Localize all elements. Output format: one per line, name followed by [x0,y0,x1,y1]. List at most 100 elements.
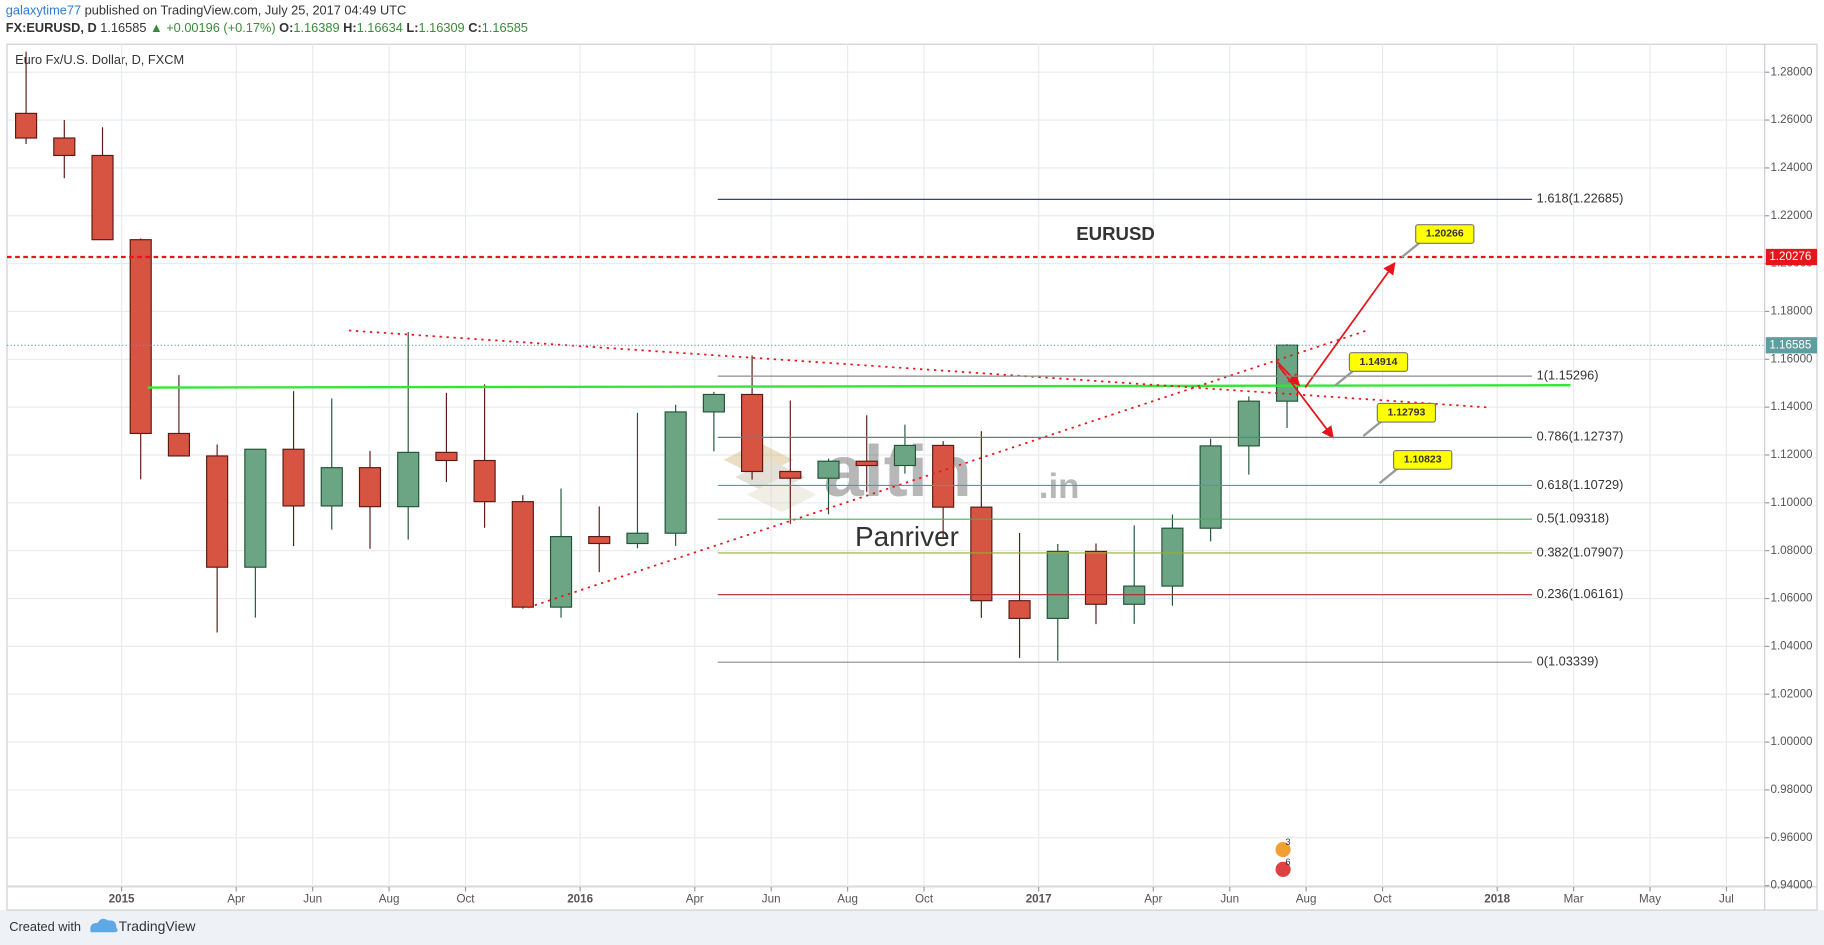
candle-body [626,532,649,545]
x-tick-label: Jun [303,893,322,906]
footer-brand: TradingView [119,918,197,934]
event-icon [1274,840,1292,859]
y-tick-label: 0.98000 [1770,783,1813,796]
callout-label: 1.10823 [1404,455,1442,466]
chart-title: EURUSD [1076,223,1155,244]
ohlc-key: O: [279,20,293,35]
plot [14,51,1299,661]
event-count: 3 [1285,837,1290,847]
x-tick-label: Aug [379,893,400,906]
author: galaxytime77 [6,3,81,18]
x-tick-label: 2015 [109,893,135,906]
x-tick-label: Aug [837,893,858,906]
x-tick-label: Jul [1719,893,1734,906]
arrow [1277,364,1334,439]
y-tick-label: 1.12000 [1770,448,1813,461]
candle-body [779,470,802,479]
callout-pointer [1362,419,1383,437]
candle-body [1161,527,1184,587]
change: ▲ +0.00196 (+0.17%) [150,20,276,35]
y-tick-label: 1.00000 [1770,735,1813,748]
y-tick-label: 0.96000 [1770,831,1813,844]
footer-bg [0,910,1824,945]
y-tick-label: 1.06000 [1770,592,1813,605]
fib-label: 0.236(1.06161) [1537,586,1624,601]
x-tick-label: Oct [915,893,934,906]
ohlc-value: 1.16585 [482,20,528,35]
fib-label: 1.618(1.22685) [1537,191,1624,206]
y-tick-label: 0.94000 [1770,879,1813,892]
trendline [527,329,1368,609]
x-tick-label: Mar [1564,893,1584,906]
candle-body [1008,600,1031,619]
candle-body [129,239,152,435]
ohlc-value: 1.16309 [418,20,464,35]
candle-body [14,112,38,139]
candle-body [817,460,840,479]
callout-box [1393,449,1453,470]
candle-body [282,448,305,507]
ohlc-key: C: [468,20,481,35]
header-line-1: galaxytime77 published on TradingView.co… [6,3,406,18]
watermark-suffix: .in [1039,467,1080,506]
published: published on TradingView.com, July 25, 2… [85,3,407,18]
candle-body [702,393,725,413]
candle-body [588,535,611,545]
event-count: 6 [1285,857,1290,867]
y-tick-label: 1.10000 [1770,496,1813,509]
y-tick-label: 1.24000 [1770,161,1813,174]
callout-box [1348,352,1409,372]
x-tick-label: 2016 [567,893,593,906]
fib-label: 0.618(1.10729) [1537,477,1624,492]
y-tick-label: 1.26000 [1770,113,1813,126]
resistance-label: 1.20276 [1769,250,1811,263]
candle-body [167,432,191,457]
candle-body [320,467,343,507]
y-tick-label: 1.02000 [1770,687,1813,700]
y-tick-label: 1.16000 [1770,352,1813,365]
y-tick-label: 1.08000 [1770,544,1813,557]
candle-body [740,393,764,473]
candle-body [397,451,420,508]
callout-pointer [1378,467,1399,485]
frame [6,43,1818,911]
price-badge [1765,248,1818,266]
candle-body [855,460,878,467]
price-badge [1765,337,1818,354]
fib-label: 1(1.15296) [1537,368,1599,383]
callout-box [1376,402,1437,423]
x-tick-label: May [1639,893,1661,906]
y-tick-label: 1.04000 [1770,639,1813,652]
candle-body [893,444,917,467]
callout-pointer [1334,369,1355,387]
y-tick-label: 1.14000 [1770,400,1813,413]
trendline [348,329,1487,409]
candle-body [549,535,573,608]
candle-body [511,501,534,608]
symbol: FX:EURUSD, D [6,20,97,35]
fib-label: 0.5(1.09318) [1537,511,1609,526]
candle-body [473,459,496,503]
candle-body [1046,550,1069,619]
ohlc-value: 1.16389 [293,20,339,35]
callout-box [1415,224,1475,244]
x-tick-label: Apr [227,893,245,906]
arrow [1275,360,1301,387]
candle-body [206,455,229,568]
drawings [147,262,1571,609]
x-tick-label: Apr [1144,893,1162,906]
y-tick-label: 1.18000 [1770,305,1813,318]
x-tick-label: 2018 [1484,893,1510,906]
candle-body [1199,445,1222,529]
ohlc-key: H: [343,20,356,35]
footer-created: Created with [9,919,81,934]
candle-body [932,444,955,508]
x-tick-label: Oct [456,893,475,906]
callout-label: 1.20266 [1426,229,1464,240]
x-tick-label: 2017 [1026,893,1052,906]
candle-body [244,448,267,568]
callout-label: 1.14914 [1360,357,1398,368]
